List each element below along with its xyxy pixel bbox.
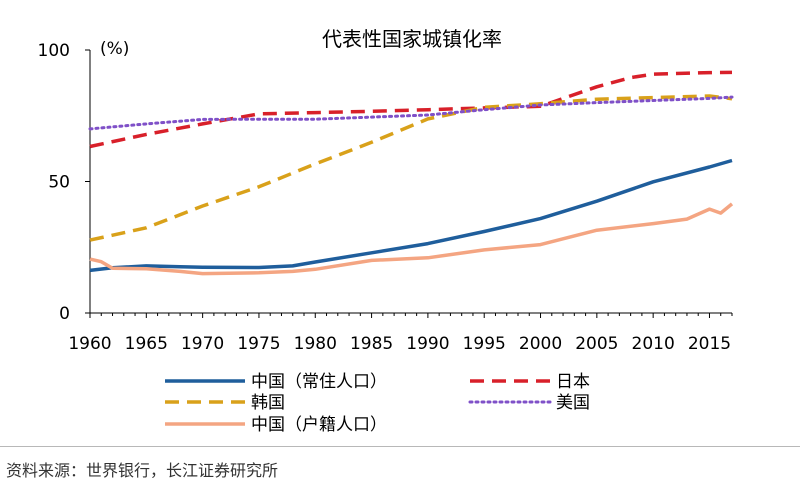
legend-label: 日本 [556, 372, 590, 392]
series-line-5 [89, 202, 734, 276]
series-line-2 [89, 70, 733, 149]
source-note: 资料来源：世界银行，长江证券研究所 [6, 461, 279, 480]
series-line-1 [89, 158, 733, 273]
legend-label: 中国（户籍人口） [251, 415, 387, 435]
x-tick-label: 2005 [575, 334, 618, 354]
series-line-4 [88, 95, 734, 131]
legend-label: 韩国 [251, 393, 285, 413]
x-tick-label: 1965 [125, 334, 168, 354]
x-tick-label: 1960 [68, 334, 111, 354]
x-tick-label: 1995 [463, 334, 506, 354]
y-tick-label: 100 [38, 41, 70, 61]
x-tick-label: 1980 [294, 334, 337, 354]
y-tick-label: 0 [59, 304, 70, 324]
series-line-3 [89, 94, 733, 242]
chart: 代表性国家城镇化率 (%) 0 50 100 1960 1965 1970 1975 1980… [38, 27, 734, 435]
footer-divider [0, 446, 800, 447]
x-tick-label: 2000 [519, 334, 562, 354]
chart-title: 代表性国家城镇化率 [322, 27, 502, 51]
x-tick-label: 1985 [350, 334, 393, 354]
axes: 0 50 100 1960 1965 1970 1975 1980 1985 1990 1995 20… [38, 41, 733, 354]
x-tick-label: 1990 [406, 334, 449, 354]
x-tick-label: 2015 [688, 334, 731, 354]
series-layer [88, 70, 734, 276]
x-tick-label: 1975 [237, 334, 280, 354]
x-tick-label: 2010 [632, 334, 675, 354]
y-axis-unit-label: (%) [100, 39, 129, 59]
y-tick-label: 50 [48, 173, 70, 193]
legend-label: 中国（常住人口） [251, 372, 387, 392]
legend-label: 美国 [556, 393, 590, 413]
x-tick-label: 1970 [181, 334, 224, 354]
